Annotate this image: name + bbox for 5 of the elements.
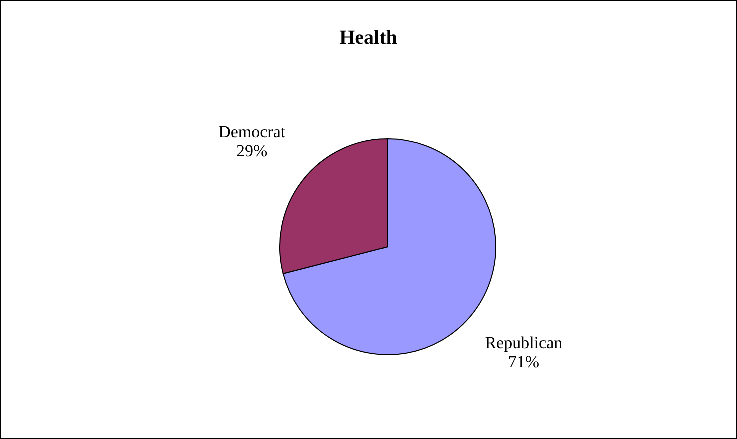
data-label: 29% [236, 142, 268, 161]
slice-label: Democrat [218, 122, 286, 142]
chart-title: Health [340, 27, 398, 49]
data-label: 71% [508, 352, 540, 372]
slice-label: Republican [485, 333, 564, 352]
